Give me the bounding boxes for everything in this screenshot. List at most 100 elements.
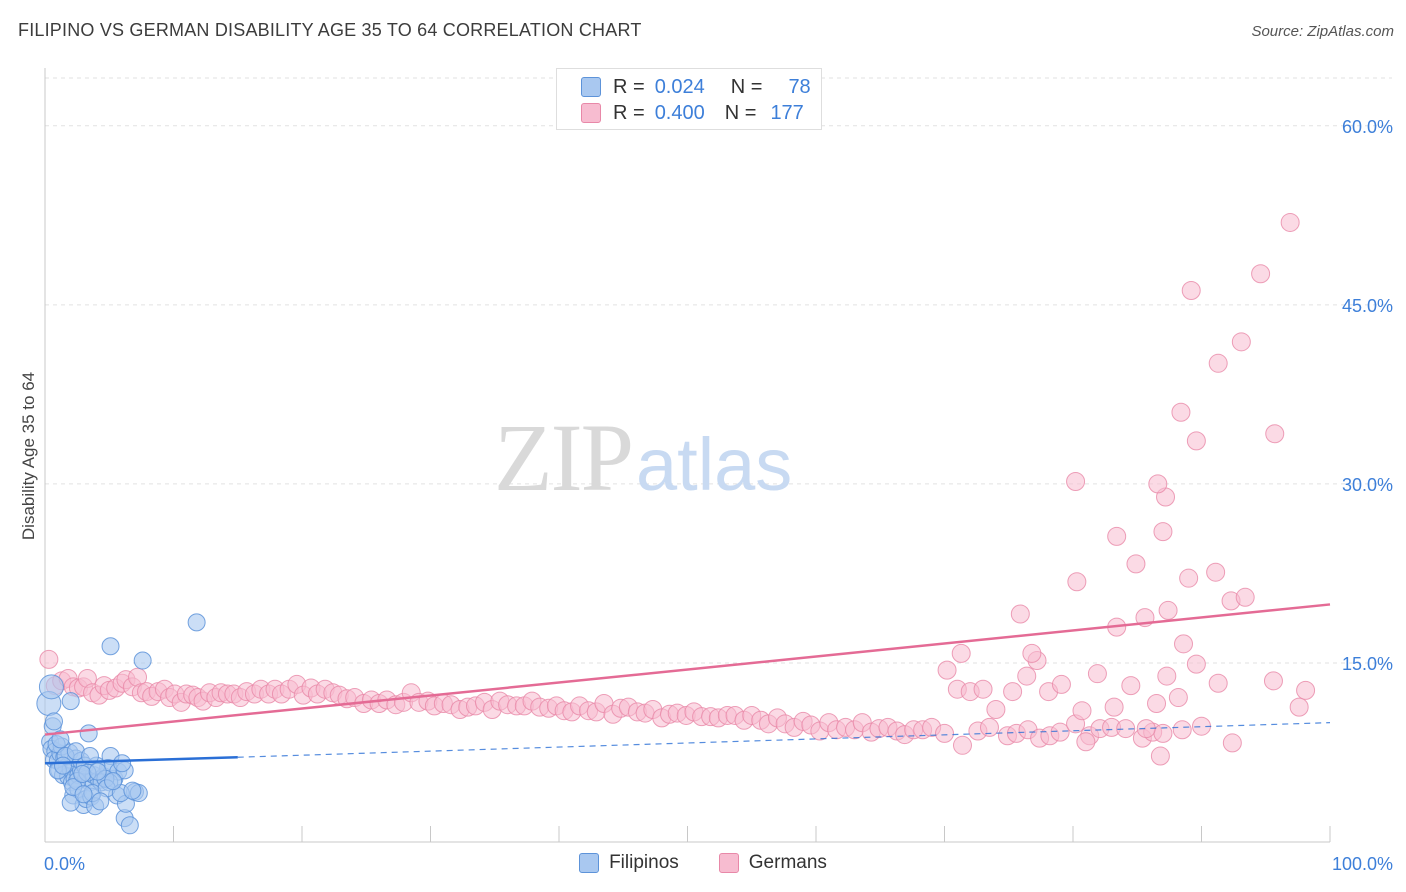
y-axis-label: Disability Age 35 to 64	[19, 372, 38, 540]
german-point	[937, 660, 957, 680]
series-legend: Filipinos Germans	[0, 852, 1406, 874]
filipino-point	[38, 674, 64, 700]
german-point	[979, 717, 999, 737]
german-point	[1010, 604, 1030, 624]
y-tick-label-2: 45.0%	[1342, 296, 1393, 316]
legend-label-germans: Germans	[748, 852, 827, 873]
filipino-point	[101, 637, 120, 656]
german-point	[1231, 332, 1251, 352]
filipino-trend-line	[44, 755, 238, 765]
german-point	[1171, 402, 1191, 422]
german-point	[1121, 676, 1141, 696]
german-point	[1251, 264, 1271, 284]
german-point	[1153, 522, 1173, 542]
german-point	[1172, 720, 1192, 740]
german-points	[39, 212, 1316, 766]
y-tick-label-3: 60.0%	[1342, 117, 1393, 137]
german-point	[935, 723, 954, 743]
y-tick-label-1: 30.0%	[1342, 475, 1393, 495]
german-point	[1179, 568, 1199, 588]
german-point	[1157, 666, 1177, 686]
german-point	[1126, 554, 1146, 574]
german-point	[1296, 680, 1316, 700]
filipino-point	[74, 785, 93, 804]
german-point	[1168, 688, 1188, 708]
german-point	[1104, 697, 1124, 717]
filipino-point	[104, 772, 123, 791]
chart-title: FILIPINO VS GERMAN DISABILITY AGE 35 TO …	[18, 20, 642, 40]
correlation-legend: R = 0.024 N = 78 R = 0.400 N = 177	[556, 68, 822, 130]
x-tick-label-max: 100.0%	[1332, 854, 1393, 874]
german-point	[952, 735, 972, 755]
legend-row-filipinos: R = 0.024 N = 78	[581, 75, 811, 99]
german-point	[1186, 654, 1206, 674]
german-point	[1158, 600, 1178, 620]
filipino-point	[61, 692, 80, 711]
germans-legend-swatch	[718, 853, 739, 873]
r-label: R =	[613, 101, 645, 124]
german-point	[1208, 353, 1228, 373]
n-value: 78	[788, 75, 811, 98]
filipino-point	[187, 613, 206, 632]
legend-label-filipinos: Filipinos	[609, 852, 679, 873]
n-value: 177	[770, 101, 804, 124]
german-point	[1208, 673, 1228, 693]
filipino-point	[120, 816, 139, 835]
german-point	[1263, 671, 1283, 691]
r-value: 0.024	[654, 75, 705, 98]
german-point	[1003, 682, 1023, 702]
tick-labels: 15.0% 30.0% 45.0% 60.0% 0.0% 100.0%	[44, 117, 1393, 874]
german-point	[1265, 424, 1285, 444]
german-point	[1206, 562, 1226, 582]
german-point	[1067, 572, 1087, 592]
german-point	[1153, 723, 1173, 743]
legend-item-filipinos[interactable]: Filipinos	[579, 852, 679, 874]
filipinos-legend-swatch	[579, 853, 600, 873]
filipino-point	[73, 764, 92, 783]
german-point	[1087, 664, 1107, 684]
german-point	[39, 649, 59, 669]
r-label: R =	[613, 75, 645, 98]
source-credit: Source: ZipAtlas.com	[1251, 23, 1394, 40]
german-point	[1076, 732, 1096, 752]
german-point	[1222, 733, 1242, 753]
filipino-point	[51, 730, 70, 749]
german-point	[1066, 471, 1086, 491]
german-point	[1174, 634, 1194, 654]
german-point	[1022, 643, 1042, 663]
legend-item-germans[interactable]: Germans	[718, 852, 827, 874]
watermark-zip: ZIP	[494, 404, 632, 511]
german-point	[951, 643, 971, 663]
german-point	[1289, 697, 1309, 717]
filipino-point	[91, 792, 110, 811]
german-trend-line	[44, 603, 1331, 736]
y-tick-label-0: 15.0%	[1342, 654, 1393, 674]
german-point	[1148, 474, 1168, 494]
german-point	[973, 679, 993, 699]
german-point	[1116, 719, 1136, 739]
watermark: ZIP atlas	[494, 404, 792, 511]
filipino-points	[36, 613, 206, 835]
filipino-point	[113, 754, 132, 773]
german-point	[1186, 431, 1206, 451]
filipino-point	[53, 756, 72, 775]
filipino-point	[123, 781, 142, 800]
germans-swatch	[581, 103, 601, 123]
filipino-point	[133, 651, 152, 670]
german-point	[1072, 701, 1092, 721]
filipino-point	[88, 762, 107, 781]
german-point	[1147, 694, 1167, 714]
n-label: N =	[730, 75, 763, 98]
watermark-atlas: atlas	[636, 423, 792, 506]
german-point	[1181, 280, 1201, 300]
trend-lines	[44, 603, 1331, 765]
filipinos-swatch	[581, 77, 601, 97]
filipino-point	[80, 747, 99, 766]
german-point	[1107, 526, 1127, 546]
german-point	[986, 699, 1006, 719]
filipino-point	[79, 724, 98, 743]
x-tick-label-min: 0.0%	[44, 854, 85, 874]
legend-row-germans: R = 0.400 N = 177	[581, 101, 804, 125]
german-point	[1235, 587, 1255, 607]
german-point	[1017, 666, 1037, 686]
